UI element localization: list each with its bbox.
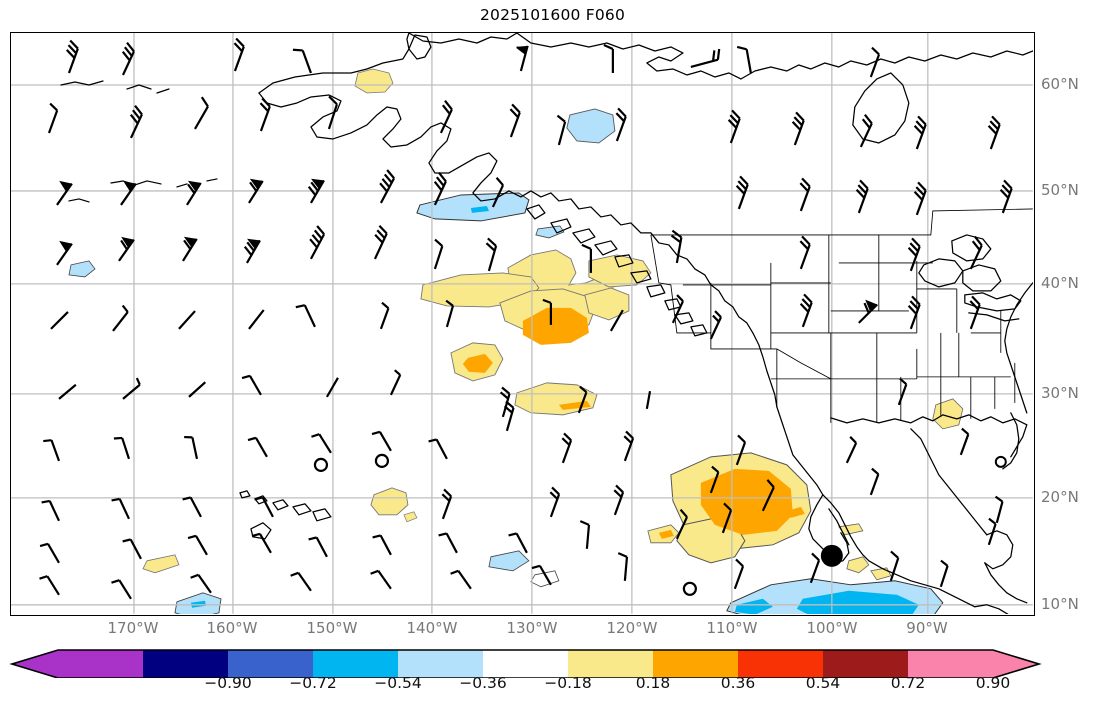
tc-marker-open-1[interactable] <box>682 581 697 596</box>
colorbar-segment <box>653 650 738 678</box>
colorbar-tick-label: −0.54 <box>374 674 422 692</box>
wind-barbs <box>39 37 1013 600</box>
colorbar-tick-label: 0.54 <box>805 674 841 692</box>
colorbar-segment <box>823 650 908 678</box>
lon-tick-label: 110°W <box>706 619 758 637</box>
colorbar-segment <box>143 650 228 678</box>
colorbar-tick-label: 0.18 <box>635 674 671 692</box>
colorbar-tick-label: −0.18 <box>544 674 592 692</box>
map-panel[interactable] <box>10 32 1035 616</box>
lat-tick-label: 60°N <box>1041 75 1079 93</box>
lat-tick-label: 30°N <box>1041 384 1079 402</box>
colorbar-tick-label: 0.72 <box>890 674 926 692</box>
lat-tick-label: 40°N <box>1041 274 1079 292</box>
colorbar-outline <box>9 649 1042 678</box>
tc-markers[interactable] <box>313 453 1007 596</box>
colorbar-segment <box>313 650 398 678</box>
lon-tick-label: 100°W <box>806 619 858 637</box>
colorbar-segment <box>58 650 143 678</box>
colorbar-segment <box>483 650 568 678</box>
lon-tick-label: 120°W <box>606 619 658 637</box>
colorbar-extend-min <box>12 650 58 678</box>
map-svg <box>11 33 1033 614</box>
colorbar-extend-max <box>993 650 1039 678</box>
coastlines <box>60 33 1033 614</box>
colorbar-svg[interactable] <box>0 648 1105 678</box>
tc-marker-open-2[interactable] <box>313 457 329 472</box>
lat-tick-label: 20°N <box>1041 488 1079 506</box>
colorbar-segments <box>9 649 1042 678</box>
colorbar-segment <box>568 650 653 678</box>
colorbar[interactable]: −0.90 −0.72 −0.54 −0.36 −0.18 0.18 0.36 … <box>0 648 1105 712</box>
colorbar-segment <box>908 650 993 678</box>
colorbar-tick-label: 0.36 <box>720 674 756 692</box>
colorbar-tick-label: 0.90 <box>975 674 1011 692</box>
contour-fills <box>68 68 964 614</box>
colorbar-tick-labels: −0.90 −0.72 −0.54 −0.36 −0.18 0.18 0.36 … <box>0 674 1105 702</box>
tc-marker-open-4[interactable] <box>994 455 1007 468</box>
political-borders <box>650 208 1033 423</box>
lon-tick-label: 90°W <box>906 619 948 637</box>
colorbar-segment <box>398 650 483 678</box>
colorbar-tick-label: −0.90 <box>204 674 252 692</box>
map-canvas <box>11 33 1033 614</box>
colorbar-segment <box>738 650 823 678</box>
map-gridlines <box>11 33 1033 614</box>
page-title: 2025101600 F060 <box>479 6 626 24</box>
lon-tick-label: 140°W <box>406 619 458 637</box>
colorbar-tick-label: −0.72 <box>289 674 337 692</box>
lat-tick-label: 50°N <box>1041 181 1079 199</box>
lat-tick-label: 10°N <box>1041 595 1079 613</box>
tc-marker-open-3[interactable] <box>374 453 390 468</box>
tc-current-position-marker[interactable] <box>820 544 843 567</box>
colorbar-tick-label: −0.36 <box>459 674 507 692</box>
lon-tick-label: 170°W <box>107 619 159 637</box>
lon-tick-label: 130°W <box>506 619 558 637</box>
latitude-axis: 60°N 50°N 40°N 30°N 20°N 10°N <box>1041 32 1105 616</box>
colorbar-segment <box>228 650 313 678</box>
lon-tick-label: 160°W <box>206 619 258 637</box>
lon-tick-label: 150°W <box>306 619 358 637</box>
longitude-axis: 170°W 160°W 150°W 140°W 130°W 120°W 110°… <box>0 619 1105 645</box>
